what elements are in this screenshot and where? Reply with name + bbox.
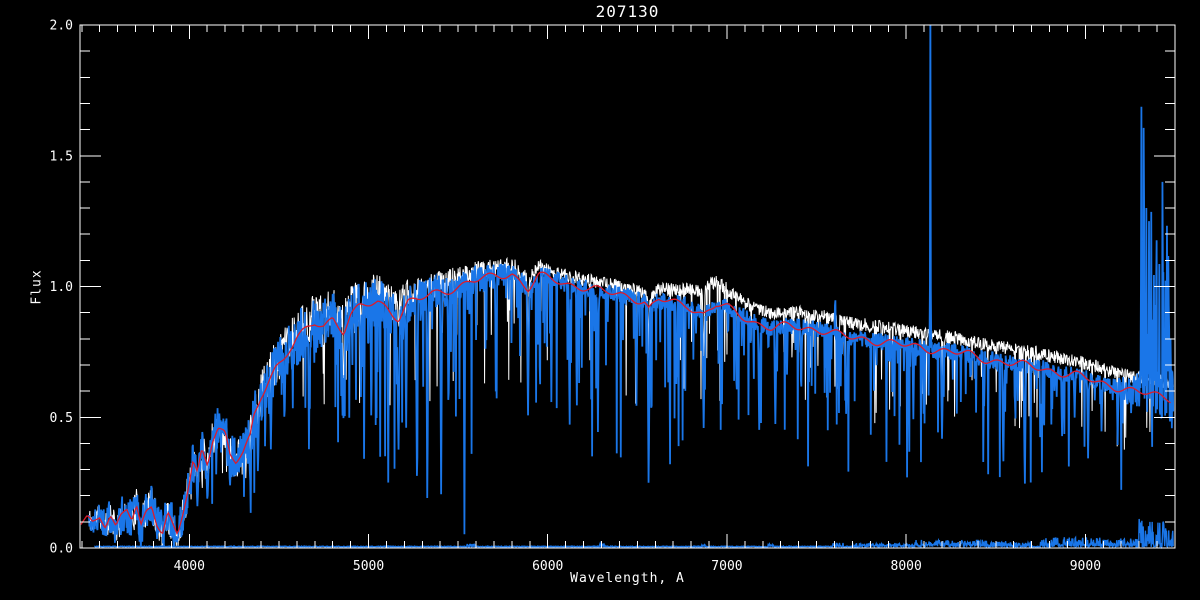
series-layer <box>80 25 1175 549</box>
svg-text:0.0: 0.0 <box>50 542 73 557</box>
svg-text:9000: 9000 <box>1070 559 1101 574</box>
smoothed-model-series <box>80 271 1171 535</box>
svg-text:1.5: 1.5 <box>50 149 73 164</box>
sky-residual-series <box>94 518 1174 549</box>
svg-text:1.0: 1.0 <box>50 280 73 295</box>
svg-text:8000: 8000 <box>891 559 922 574</box>
svg-text:0.5: 0.5 <box>50 411 73 426</box>
svg-text:4000: 4000 <box>174 559 205 574</box>
x-axis-title: Wavelength, A <box>570 571 685 586</box>
svg-text:2.0: 2.0 <box>50 19 73 34</box>
tick-labels: 4000 5000 6000 7000 8000 9000 0.0 0.5 1.0 1.5 2.0 <box>50 19 1102 575</box>
tick-marks <box>80 24 1175 549</box>
chart-title: 207130 <box>595 2 660 21</box>
svg-text:7000: 7000 <box>711 559 742 574</box>
svg-text:5000: 5000 <box>353 559 384 574</box>
svg-text:6000: 6000 <box>532 559 563 574</box>
fitted-spectrum-series <box>88 25 1175 547</box>
